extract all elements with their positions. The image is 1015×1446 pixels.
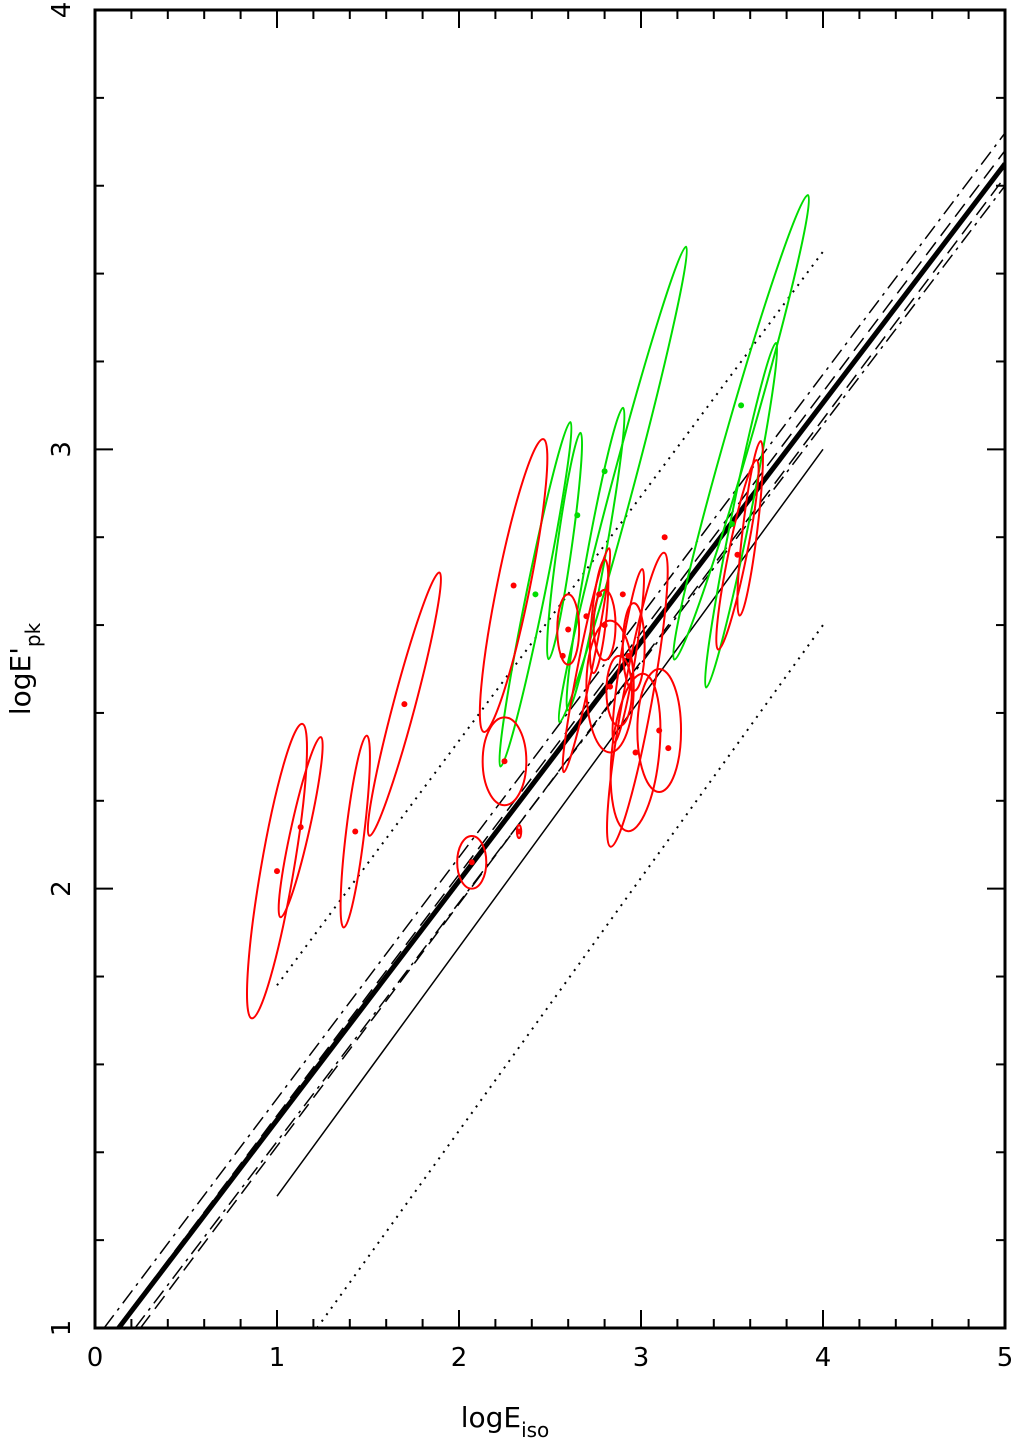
red-error-ellipse xyxy=(621,602,646,692)
red-point xyxy=(559,652,566,659)
red-error-ellipse xyxy=(592,588,617,662)
red-error-ellipse xyxy=(456,834,488,890)
red-point xyxy=(297,824,304,831)
green-point xyxy=(532,591,539,598)
red-point xyxy=(734,551,741,558)
red-point xyxy=(625,652,632,659)
red-error-ellipse xyxy=(588,558,610,675)
x-tick-label: 2 xyxy=(451,1343,468,1373)
red-error-ellipse xyxy=(636,668,683,794)
plot-frame xyxy=(93,8,1007,1330)
fit-line-dotted xyxy=(316,624,824,1328)
red-error-ellipse xyxy=(561,547,612,774)
green-error-ellipse xyxy=(672,194,810,661)
x-tick-label: 1 xyxy=(269,1343,286,1373)
red-point xyxy=(401,701,408,708)
red-point xyxy=(596,591,603,598)
error-ellipses xyxy=(246,194,810,1020)
red-point xyxy=(510,582,517,589)
red-error-ellipse xyxy=(606,551,669,848)
red-point xyxy=(607,683,614,690)
red-point xyxy=(583,613,590,620)
y-tick-label: 1 xyxy=(47,1320,77,1337)
y-tick-label: 3 xyxy=(47,441,77,458)
y-axis-label-sub: pk xyxy=(21,622,45,647)
y-tick-label: 2 xyxy=(47,880,77,897)
green-point xyxy=(729,521,735,528)
green-error-ellipse xyxy=(565,406,626,712)
red-point xyxy=(632,749,639,756)
x-tick-label: 0 xyxy=(87,1343,104,1373)
x-axis-label-sub: iso xyxy=(521,1418,549,1442)
x-tick-label: 3 xyxy=(633,1343,650,1373)
red-error-ellipse xyxy=(277,736,324,919)
fit-line-thin xyxy=(276,448,824,1197)
y-axis-label-main: logE' xyxy=(4,647,37,715)
fit-line-dashdot xyxy=(103,132,1005,1328)
red-point xyxy=(352,828,359,835)
red-point xyxy=(468,859,475,866)
red-error-ellipse xyxy=(715,459,760,651)
green-point xyxy=(574,512,581,519)
red-error-ellipse xyxy=(585,619,635,754)
green-point xyxy=(601,468,608,475)
red-error-ellipse xyxy=(246,722,308,1020)
x-tick-label: 5 xyxy=(997,1343,1014,1373)
data-points xyxy=(274,402,745,875)
red-point xyxy=(565,626,572,633)
x-tick-label: 4 xyxy=(815,1343,832,1373)
green-error-ellipse xyxy=(557,245,688,724)
red-point xyxy=(516,828,523,835)
red-point xyxy=(601,622,608,629)
red-error-ellipse xyxy=(478,438,549,733)
y-tick-label: 4 xyxy=(47,2,77,19)
red-error-ellipse xyxy=(611,568,645,744)
x-axis-label-main: logE xyxy=(461,1401,521,1434)
green-error-ellipse xyxy=(546,431,584,661)
axis-ticks xyxy=(94,9,1006,1329)
fit-line-thick xyxy=(116,162,1005,1328)
green-point xyxy=(738,402,745,409)
red-point xyxy=(661,534,668,541)
red-point xyxy=(665,745,672,752)
x-axis-label: logEiso xyxy=(461,1401,550,1442)
red-point xyxy=(619,591,626,598)
y-axis-label: logE'pk xyxy=(4,622,45,715)
red-error-ellipse xyxy=(556,593,581,666)
red-error-ellipse xyxy=(609,672,662,833)
red-point xyxy=(501,758,508,765)
red-point xyxy=(656,727,663,734)
green-error-ellipse xyxy=(704,341,779,689)
fit-line-dashed xyxy=(116,150,1005,1328)
red-error-ellipse xyxy=(736,440,764,617)
red-point xyxy=(274,868,280,875)
fit-line-dotted xyxy=(276,251,824,986)
red-error-ellipse xyxy=(481,716,528,807)
red-error-ellipse xyxy=(366,571,442,837)
green-error-ellipse xyxy=(498,421,573,768)
red-error-ellipse xyxy=(339,734,371,929)
